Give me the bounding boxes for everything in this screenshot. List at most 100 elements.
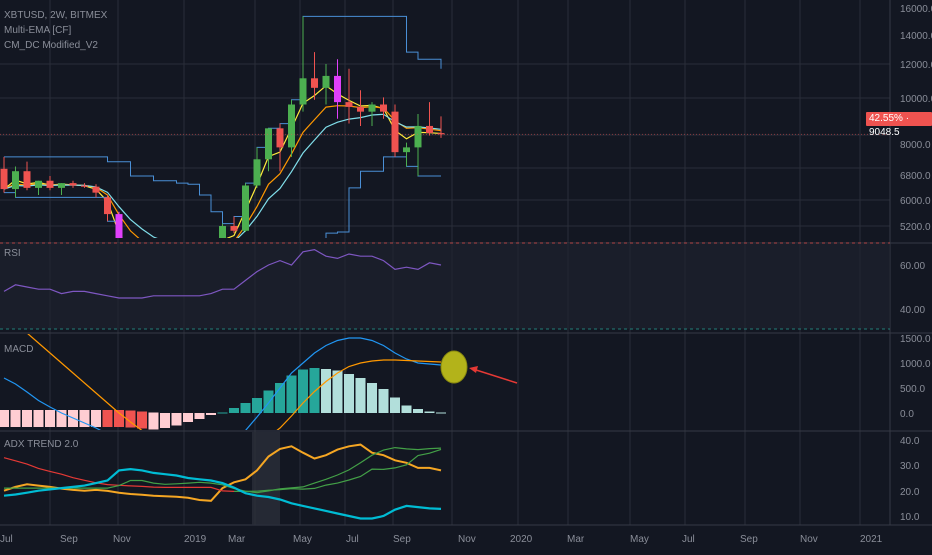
macd-histogram-bar (298, 369, 308, 413)
rsi-tick-label: 60.00 (900, 261, 925, 272)
macd-tick-label: 0.0 (900, 409, 914, 420)
time-tick-label: Nov (113, 534, 131, 545)
symbol-title[interactable]: XBTUSD, 2W, BITMEX (4, 10, 108, 21)
adx-orange-line (3, 443, 442, 502)
time-tick-label: Nov (800, 534, 818, 545)
price-pane[interactable] (0, 15, 890, 276)
macd-histogram-bar (309, 368, 320, 413)
candle-body (380, 104, 387, 112)
adx-green-line (4, 446, 442, 494)
time-tick-label: 2021 (860, 534, 883, 545)
candle-body (253, 159, 261, 186)
indicator-donchian[interactable]: CM_DC Modified_V2 (4, 40, 98, 51)
annotation-arrow-head (469, 366, 478, 373)
macd-histogram-bar (102, 410, 113, 427)
macd-histogram-bar (355, 378, 366, 413)
rsi-pane[interactable] (0, 242, 890, 330)
candle-body (391, 111, 399, 153)
rsi-line (3, 248, 442, 299)
rsi-label[interactable]: RSI (4, 248, 21, 259)
macd-histogram-bar (194, 413, 205, 419)
time-tick-label: Sep (393, 534, 411, 545)
last-price-badge: 42.55% · 9048.5 (866, 112, 932, 138)
candle-body (46, 180, 54, 188)
candle-body (81, 185, 88, 187)
macd-histogram-bar (275, 383, 285, 413)
macd-histogram-bar (114, 410, 124, 427)
macd-histogram-bar (390, 397, 400, 413)
macd-histogram-bar (413, 409, 423, 413)
adx-tick-label: 30.0 (900, 461, 920, 472)
macd-histogram-bar (424, 411, 435, 413)
time-tick-label: Sep (60, 534, 78, 545)
macd-label[interactable]: MACD (4, 344, 34, 355)
macd-histogram-bar (263, 390, 274, 413)
candle-body (334, 75, 341, 103)
macd-histogram-bar (206, 413, 216, 415)
candle-body (368, 104, 376, 112)
macd-histogram-bar (240, 403, 251, 413)
macd-histogram-bar (286, 375, 297, 413)
time-tick-label: Jul (0, 534, 13, 545)
adx-cyan-line (3, 467, 442, 520)
time-tick-label: Mar (567, 534, 585, 545)
macd-histogram-bar (344, 374, 354, 413)
candle-body (357, 106, 364, 112)
candle-body (242, 185, 249, 231)
macd-histogram-bar (252, 398, 262, 413)
adx-tick-label: 40.0 (900, 436, 920, 447)
macd-histogram-bar (137, 411, 147, 429)
adx-pane[interactable] (3, 432, 442, 525)
price-tick-label: 6000.0 (900, 196, 931, 207)
time-tick-label: May (630, 534, 649, 545)
annotations (440, 350, 518, 384)
candle-body (58, 183, 65, 188)
adx-label[interactable]: ADX TREND 2.0 (4, 439, 79, 450)
macd-histogram-bar (22, 410, 32, 427)
macd-tick-label: 500.0 (900, 384, 925, 395)
macd-histogram-bar (0, 410, 9, 427)
candle-body (12, 171, 19, 190)
time-tick-label: 2020 (510, 534, 533, 545)
macd-pane[interactable] (0, 318, 446, 459)
candle-body (69, 183, 77, 186)
macd-histogram-bar (171, 413, 182, 426)
candle-body (414, 125, 422, 148)
macd-histogram-bar (79, 410, 90, 427)
candle-body (219, 226, 226, 238)
macd-histogram-bar (56, 410, 67, 427)
candle-body (345, 102, 353, 107)
macd-histogram-bar (217, 412, 228, 414)
adx-green-line-b (234, 448, 442, 492)
macd-tick-label: 1500.0 (900, 334, 931, 345)
candle-body (230, 226, 238, 231)
candle-body (288, 104, 295, 148)
candle-body (104, 197, 111, 215)
donchian-lower (4, 156, 441, 238)
macd-histogram-bar (160, 413, 170, 428)
highlight-circle-marker (440, 350, 468, 384)
indicator-multi-ema[interactable]: Multi-EMA [CF] (4, 25, 72, 36)
macd-histogram-bar (33, 410, 44, 427)
candle-body (311, 78, 318, 88)
macd-histogram-bar (436, 412, 446, 414)
candle-body (35, 180, 42, 188)
price-tick-label: 12000.0 (900, 60, 932, 71)
time-tick-label: 2019 (184, 534, 207, 545)
macd-tick-label: 1000.0 (900, 359, 931, 370)
candle-body (299, 78, 307, 105)
time-tick-label: Jul (682, 534, 695, 545)
candle-body (23, 171, 31, 188)
candle-body (0, 168, 8, 190)
time-tick-label: Nov (458, 534, 476, 545)
candle-body (403, 147, 410, 153)
time-tick-label: Mar (228, 534, 246, 545)
candle-body (92, 186, 100, 193)
macd-histogram-bar (332, 370, 343, 413)
candle-body (437, 133, 445, 135)
macd-histogram-bar (229, 408, 239, 413)
macd-clip-group (3, 334, 442, 430)
ema-slow-line (3, 113, 442, 238)
